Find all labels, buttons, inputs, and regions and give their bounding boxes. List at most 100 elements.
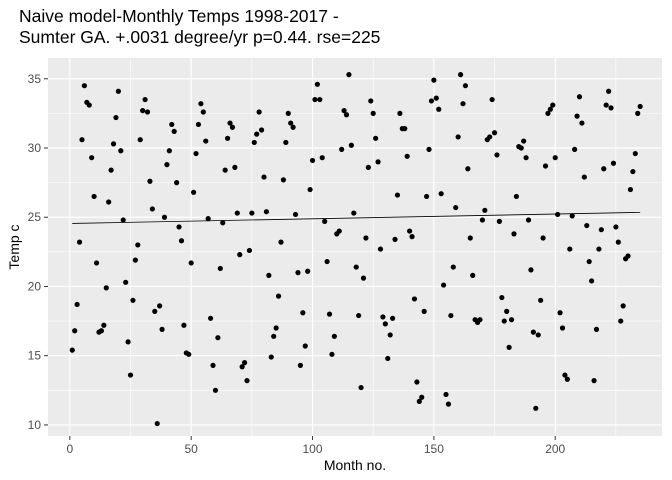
- data-point: [547, 106, 553, 112]
- data-point: [178, 238, 185, 244]
- data-point: [462, 83, 469, 89]
- data-point: [373, 135, 379, 141]
- data-point: [130, 297, 136, 303]
- data-point: [559, 325, 566, 331]
- data-point: [603, 102, 609, 108]
- data-point: [504, 308, 510, 314]
- data-point: [448, 312, 454, 319]
- data-point: [382, 321, 388, 327]
- data-point: [166, 148, 172, 154]
- data-point: [113, 114, 119, 121]
- data-point: [161, 214, 168, 220]
- data-point: [528, 267, 534, 273]
- data-point: [496, 218, 502, 224]
- data-point: [482, 207, 488, 213]
- data-point: [157, 303, 163, 309]
- data-point: [336, 228, 342, 234]
- data-point: [249, 210, 255, 216]
- data-point: [76, 239, 83, 245]
- data-point: [195, 121, 202, 128]
- grid-major: [48, 58, 662, 436]
- data-point: [538, 297, 544, 303]
- data-point: [208, 315, 214, 321]
- data-point: [421, 308, 427, 314]
- data-point: [564, 376, 570, 382]
- data-point: [302, 343, 308, 349]
- data-point: [93, 260, 100, 266]
- data-point: [169, 121, 175, 128]
- data-point: [445, 401, 452, 407]
- x-tick-label: 200: [545, 442, 565, 456]
- data-point: [618, 318, 624, 324]
- data-points: [69, 72, 643, 427]
- data-point: [198, 101, 204, 107]
- data-point: [246, 247, 253, 254]
- data-point: [273, 325, 279, 331]
- data-point: [545, 110, 551, 116]
- data-point: [423, 193, 430, 200]
- data-point: [271, 333, 277, 339]
- data-point: [387, 332, 393, 338]
- data-point: [275, 293, 282, 299]
- data-point: [589, 278, 595, 284]
- data-point: [144, 109, 151, 115]
- data-point: [227, 120, 233, 126]
- data-point: [402, 126, 408, 132]
- data-point: [453, 204, 459, 211]
- data-point: [491, 130, 498, 136]
- data-point: [118, 148, 124, 154]
- data-point: [346, 72, 352, 78]
- data-point: [244, 378, 250, 384]
- y-axis-title: Temp c: [6, 224, 22, 269]
- data-point: [438, 191, 444, 197]
- data-point: [314, 81, 320, 87]
- data-point: [499, 294, 505, 301]
- data-point: [390, 315, 396, 321]
- data-point: [562, 372, 568, 378]
- data-point: [574, 113, 580, 119]
- data-point: [110, 141, 117, 147]
- data-point: [142, 96, 148, 103]
- data-point: [72, 328, 78, 334]
- data-point: [254, 131, 260, 137]
- data-point: [307, 186, 313, 193]
- data-point: [443, 391, 449, 398]
- data-point: [256, 109, 262, 115]
- y-tick-label: 15: [28, 349, 42, 363]
- data-point: [377, 246, 384, 252]
- y-tick-label: 25: [28, 210, 42, 224]
- data-point: [508, 317, 515, 323]
- data-point: [360, 275, 367, 281]
- data-point: [149, 206, 155, 212]
- data-point: [164, 162, 170, 168]
- data-point: [479, 217, 486, 223]
- data-point: [363, 235, 369, 241]
- data-point: [147, 178, 153, 184]
- data-point: [186, 351, 192, 357]
- data-point: [176, 224, 182, 230]
- data-point: [540, 235, 546, 241]
- data-point: [339, 146, 345, 152]
- data-point: [191, 189, 197, 195]
- data-point: [450, 264, 456, 270]
- y-axis-ticks: 10 15 20 25 30 35: [28, 72, 48, 432]
- data-point: [106, 199, 112, 205]
- data-point: [341, 108, 347, 114]
- data-point: [322, 218, 328, 224]
- data-point: [220, 220, 226, 226]
- data-point: [91, 193, 97, 200]
- data-point: [431, 77, 437, 83]
- data-point: [229, 124, 236, 130]
- data-point: [506, 344, 512, 350]
- data-point: [397, 110, 403, 116]
- data-point: [416, 398, 422, 404]
- chart-title-line-2: Sumter GA. +.0031 degree/yr p=0.44. rse=…: [19, 27, 380, 47]
- data-point: [283, 139, 289, 146]
- data-point: [598, 227, 604, 233]
- data-point: [494, 152, 500, 158]
- x-tick-label: 50: [185, 442, 199, 456]
- y-tick-label: 35: [28, 72, 42, 86]
- data-point: [487, 134, 493, 140]
- data-point: [455, 134, 461, 140]
- data-point: [309, 157, 316, 164]
